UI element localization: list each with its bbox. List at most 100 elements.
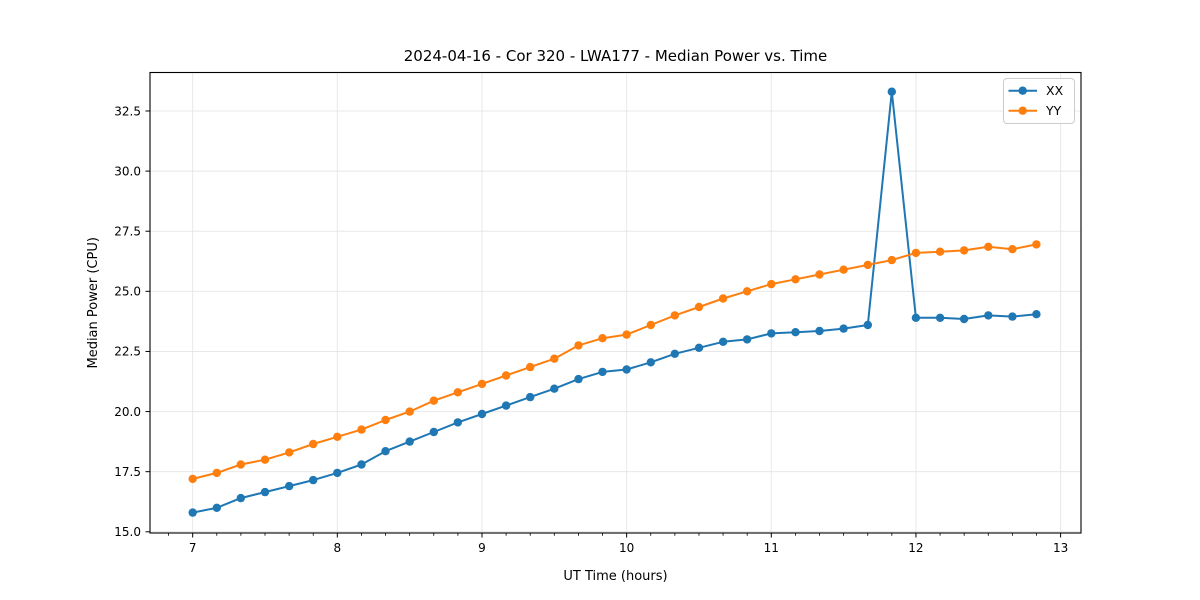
data-point-YY: [477, 379, 487, 389]
data-point-XX: [212, 503, 221, 512]
y-tick-label: 15.0: [114, 525, 141, 539]
data-point-YY: [646, 320, 655, 330]
data-point-YY: [188, 474, 197, 484]
data-point-XX: [477, 409, 487, 419]
y-tick-label: 22.5: [114, 345, 141, 359]
data-point-XX: [911, 313, 921, 322]
data-point-YY: [863, 260, 872, 270]
x-tick-label: 11: [764, 541, 779, 555]
data-point-YY: [935, 247, 945, 256]
data-point-YY: [767, 279, 776, 289]
data-point-XX: [815, 326, 824, 336]
legend-box: [1003, 78, 1075, 124]
data-point-YY: [453, 388, 462, 397]
x-tick-label: 8: [334, 541, 342, 555]
y-tick-label: 25.0: [114, 285, 141, 299]
legend-label: XX: [1046, 83, 1064, 98]
data-point-YY: [285, 448, 294, 457]
data-point-XX: [550, 384, 559, 393]
data-point-XX: [935, 313, 945, 322]
data-point-YY: [260, 455, 270, 464]
data-point-XX: [501, 401, 511, 410]
data-point-YY: [598, 334, 607, 343]
legend-items: XX YY: [1008, 83, 1064, 118]
data-point-YY: [984, 242, 993, 251]
data-point-XX: [767, 329, 776, 338]
data-point-XX: [526, 392, 535, 402]
data-point-XX: [574, 374, 583, 384]
plot-area: [150, 72, 1081, 533]
data-point-YY: [212, 468, 221, 478]
data-point-YY: [501, 371, 511, 380]
axes-spines: [149, 71, 1082, 534]
x-axis-label: UT Time (hours): [563, 569, 667, 584]
data-point-XX: [381, 447, 390, 456]
data-point-YY: [887, 255, 896, 265]
data-point-XX: [839, 324, 848, 333]
data-point-XX: [285, 481, 294, 491]
data-point-XX: [429, 427, 438, 437]
legend-label: YY: [1045, 103, 1062, 118]
data-point-YY: [1008, 245, 1017, 254]
data-point-YY: [357, 425, 366, 434]
data-point-YY: [574, 341, 583, 350]
data-point-XX: [887, 87, 896, 96]
data-point-YY: [405, 407, 414, 416]
legend-sample-marker: [1018, 86, 1027, 95]
x-tick-label: 12: [908, 541, 923, 555]
data-point-XX: [718, 337, 728, 346]
data-point-YY: [959, 246, 969, 255]
data-point-YY: [333, 432, 342, 441]
data-point-XX: [863, 320, 872, 330]
data-point-XX: [694, 343, 704, 352]
data-point-XX: [622, 365, 631, 374]
legend-sample-marker: [1018, 106, 1027, 115]
data-point-YY: [815, 270, 824, 279]
data-point-YY: [742, 287, 752, 296]
data-point-YY: [429, 396, 438, 405]
data-point-XX: [260, 487, 270, 497]
data-point-YY: [622, 330, 631, 339]
x-tick-label: 7: [189, 541, 197, 555]
y-tick-label: 27.5: [114, 225, 141, 239]
data-point-XX: [959, 314, 969, 324]
data-point-YY: [1032, 240, 1041, 249]
x-tick-label: 9: [478, 541, 486, 555]
data-point-YY: [550, 354, 559, 363]
data-point-XX: [646, 358, 655, 367]
legend: XX YY: [1003, 78, 1075, 124]
data-point-YY: [694, 302, 704, 312]
data-point-XX: [333, 468, 342, 478]
x-tick-label: 13: [1053, 541, 1068, 555]
data-point-XX: [670, 349, 679, 358]
data-point-XX: [357, 460, 366, 469]
data-point-XX: [1008, 312, 1017, 321]
data-point-YY: [526, 362, 535, 372]
y-tick-label: 32.5: [114, 104, 141, 118]
data-point-YY: [911, 248, 921, 258]
tick-label-layer: 7 8 9 10 11 12 13 15.0 17.5 20.0 22.5 25.0 27.5 30.0 3…: [114, 104, 1068, 555]
data-point-XX: [405, 437, 414, 446]
data-point-XX: [791, 328, 800, 337]
y-axis-label: Median Power (CPU): [86, 237, 101, 368]
series-layer: [188, 87, 1041, 517]
y-tick-label: 30.0: [114, 164, 141, 178]
x-tick-label: 10: [619, 541, 634, 555]
data-point-YY: [309, 439, 318, 449]
data-point-YY: [670, 311, 679, 320]
data-point-XX: [188, 508, 197, 517]
data-point-YY: [839, 265, 848, 274]
data-point-XX: [1032, 310, 1041, 319]
data-point-XX: [453, 418, 462, 427]
data-point-YY: [381, 415, 390, 425]
data-point-XX: [236, 493, 245, 503]
data-point-YY: [718, 294, 728, 303]
y-tick-label: 17.5: [114, 465, 141, 479]
data-point-YY: [236, 460, 245, 469]
grid-layer: [150, 72, 1081, 533]
data-point-XX: [984, 311, 993, 320]
data-point-XX: [309, 475, 318, 485]
data-point-XX: [742, 335, 752, 344]
